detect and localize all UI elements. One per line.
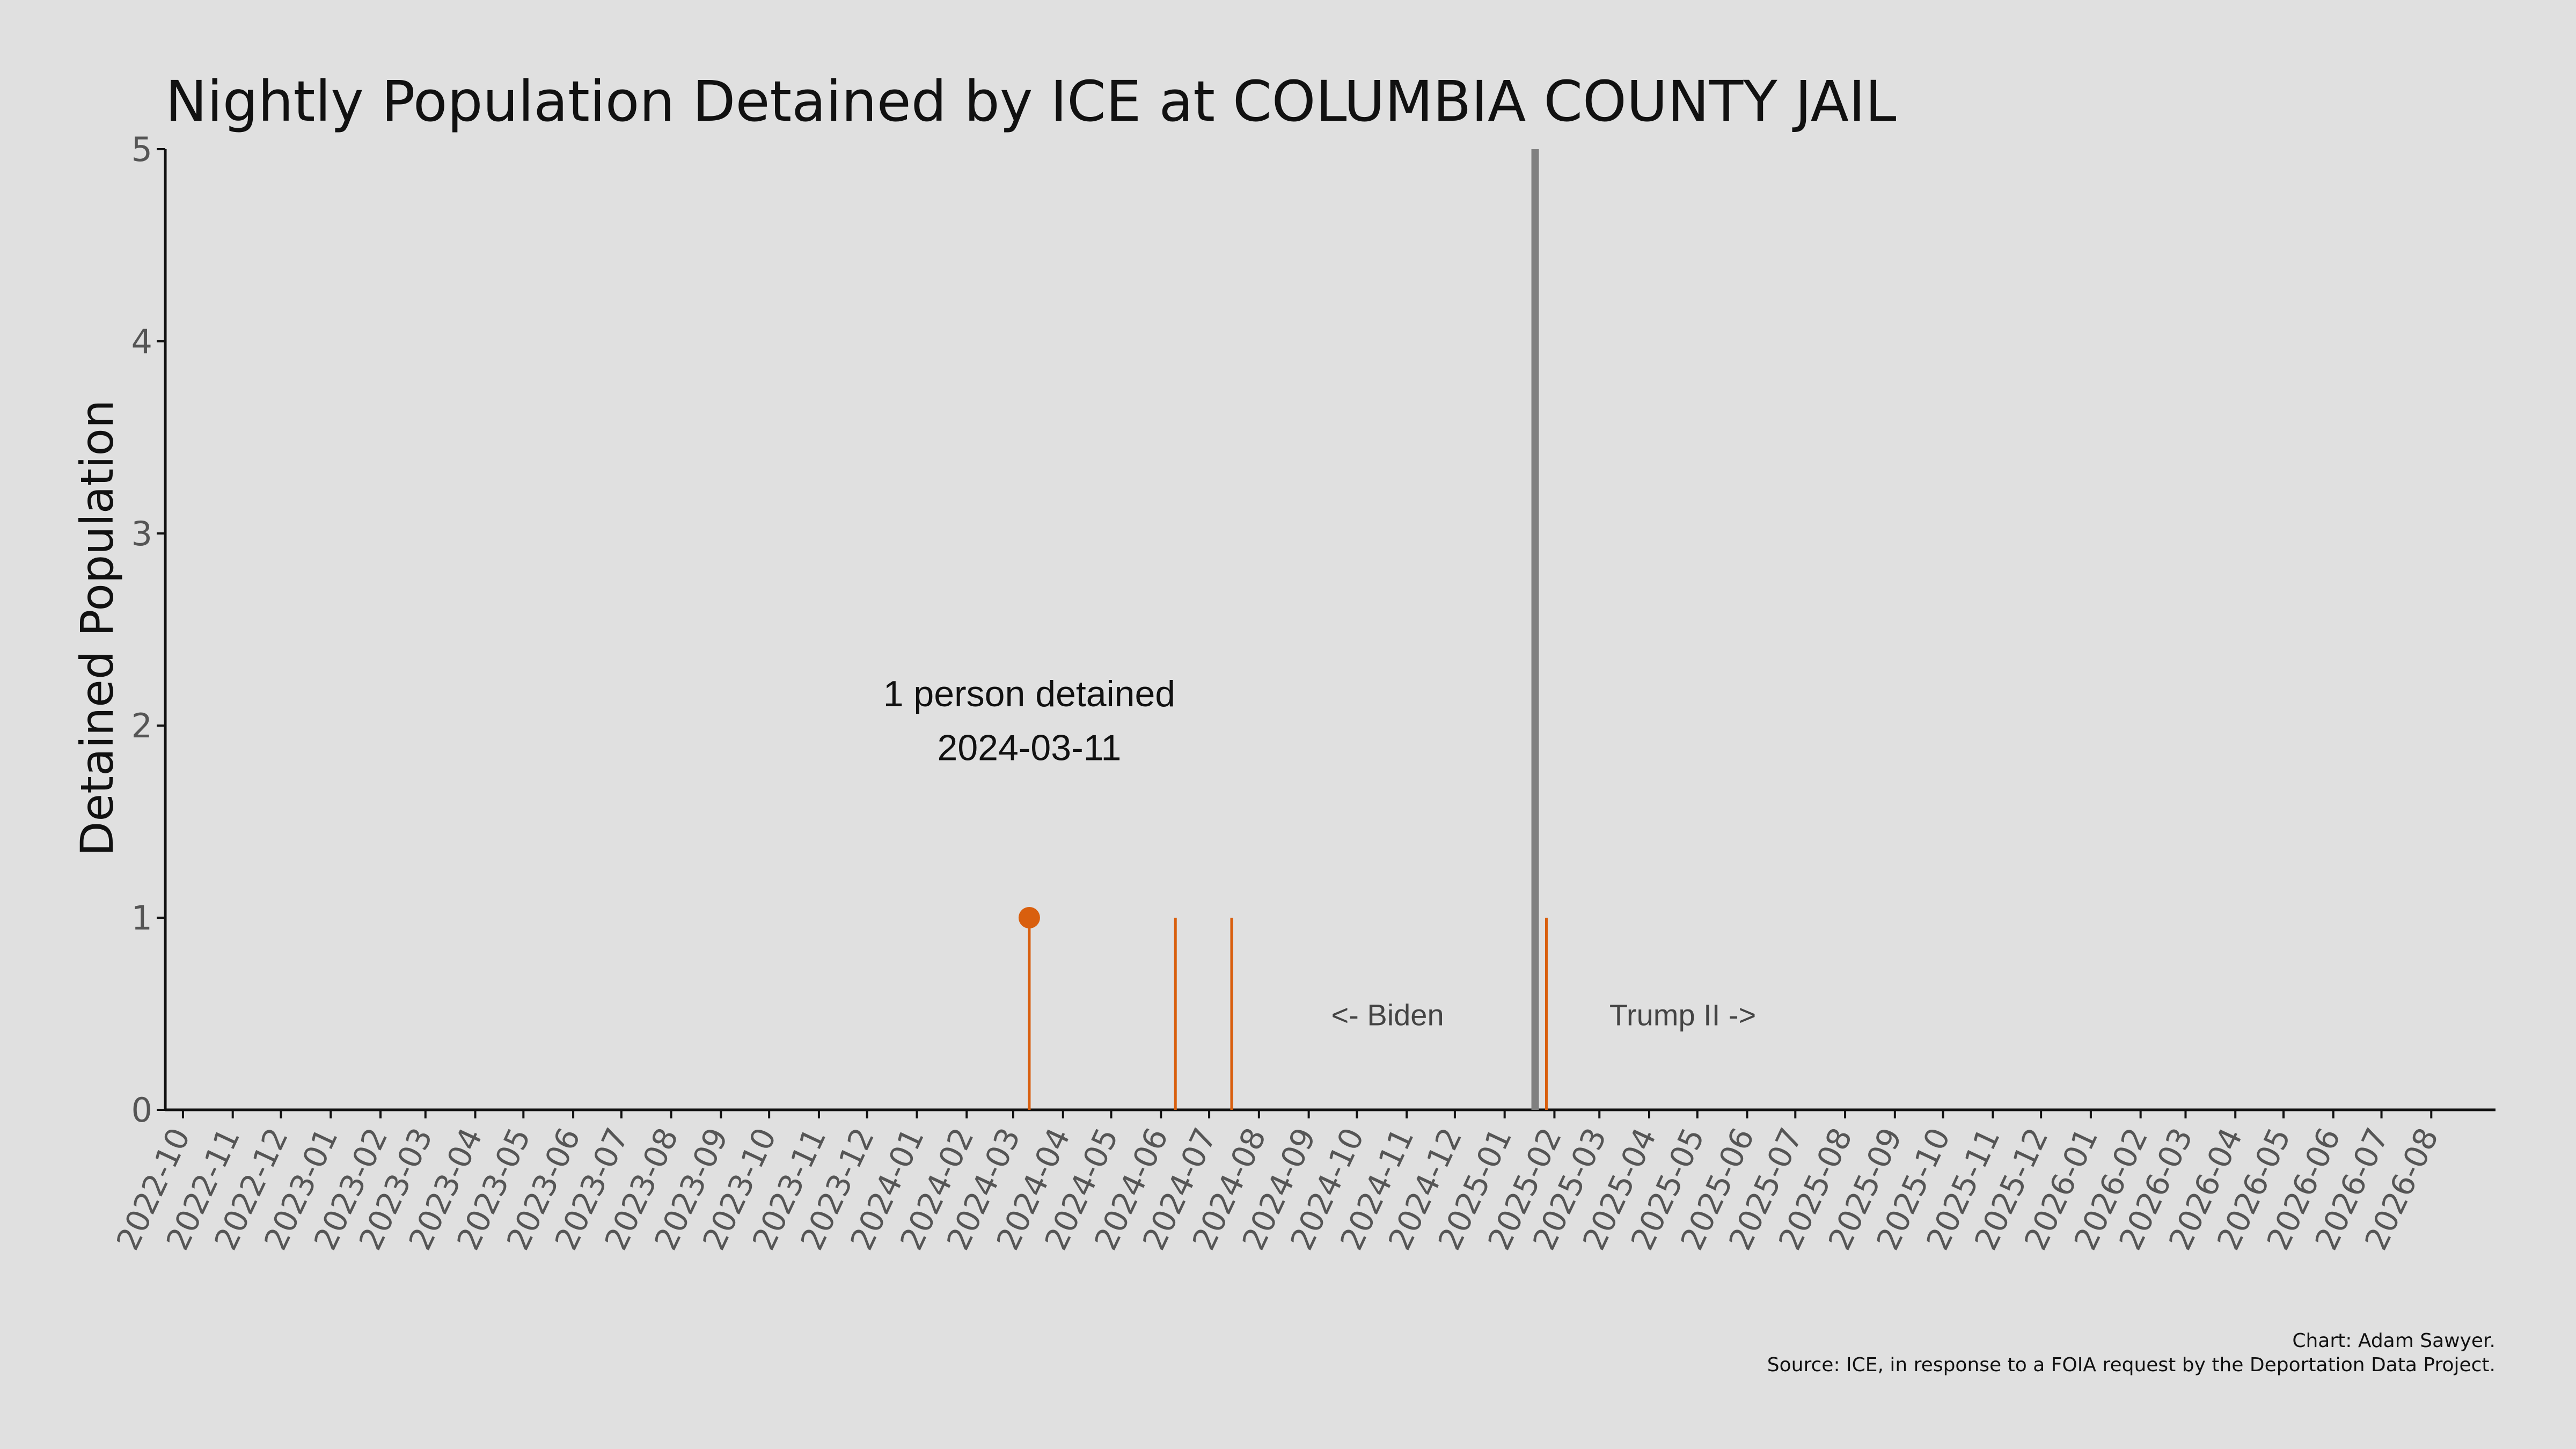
y-tick-label: 4 xyxy=(131,322,152,361)
highlight-point xyxy=(1018,907,1040,928)
y-tick-label: 2 xyxy=(131,706,152,745)
era-label-biden: <- Biden xyxy=(1331,998,1444,1031)
y-axis-label: Detained Population xyxy=(71,400,123,856)
chart-credit: Chart: Adam Sawyer. xyxy=(2292,1330,2496,1352)
plot-area: 0123452022-102022-112022-122023-012023-0… xyxy=(109,130,2496,1256)
chart-source: Source: ICE, in response to a FOIA reque… xyxy=(1767,1354,2496,1376)
y-tick-label: 1 xyxy=(131,898,152,938)
y-tick-label: 0 xyxy=(131,1091,152,1130)
y-tick-label: 5 xyxy=(131,130,152,169)
era-label-trump: Trump II -> xyxy=(1609,998,1756,1031)
highlight-label-count: 1 person detained xyxy=(883,674,1175,714)
chart-title: Nightly Population Detained by ICE at CO… xyxy=(165,69,1897,134)
y-tick-label: 3 xyxy=(131,514,152,553)
highlight-label-date: 2024-03-11 xyxy=(938,727,1122,768)
